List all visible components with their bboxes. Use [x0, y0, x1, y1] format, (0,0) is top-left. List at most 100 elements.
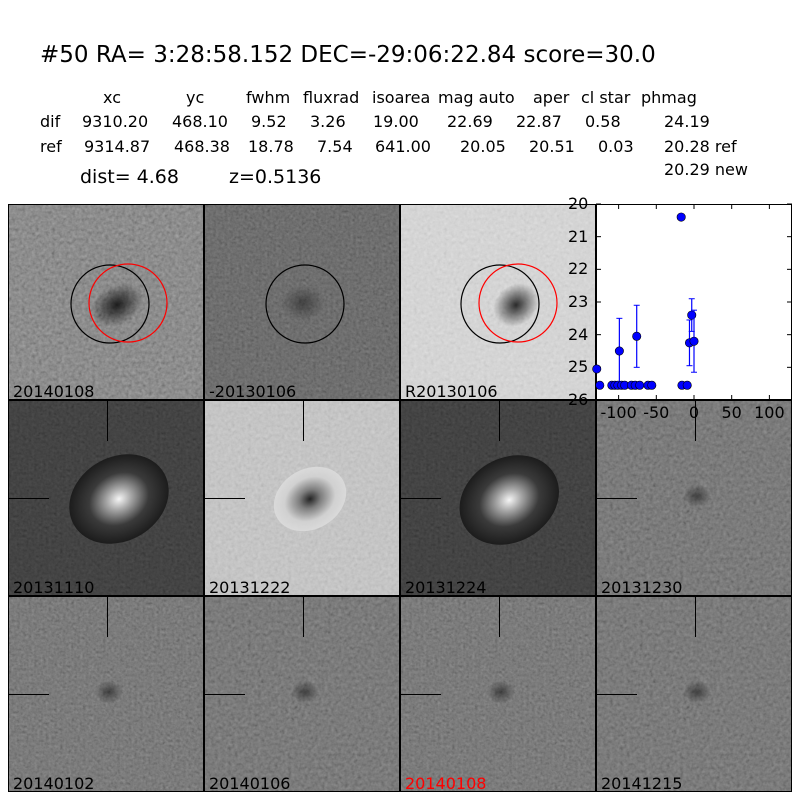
table-cell: 9.52	[251, 112, 287, 131]
image-stamp: 20140108	[400, 596, 596, 792]
crosshair-horizontal	[205, 694, 245, 695]
crosshair-vertical	[303, 597, 304, 637]
y-tick-label: 20	[568, 194, 589, 213]
redshift-value: z=0.5136	[229, 166, 322, 188]
data-point	[676, 212, 686, 222]
crosshair-horizontal	[597, 694, 637, 695]
detection-circle	[460, 264, 540, 344]
x-tick-label: -50	[643, 403, 670, 422]
y-tick-label: 22	[568, 259, 589, 279]
stamp-date-label: R20130106	[405, 382, 498, 400]
detection-circle	[265, 264, 345, 344]
y-tick-label: 26	[568, 390, 589, 409]
distance-value: dist= 4.68	[80, 166, 179, 188]
data-point	[592, 364, 602, 374]
crosshair-horizontal	[9, 498, 49, 499]
table-cell: 20.05	[460, 137, 506, 156]
stamp-date-label: 20140102	[13, 774, 95, 792]
reference-circle	[478, 263, 558, 343]
y-tick-label: 23	[568, 292, 589, 311]
crosshair-vertical	[499, 401, 500, 441]
column-header: isoarea	[372, 88, 431, 107]
stamp-date-label: 20141215	[601, 774, 683, 792]
row-label: dif	[40, 112, 61, 131]
table-cell: 0.58	[585, 112, 621, 131]
reference-circle	[88, 263, 168, 343]
stamp-date-label: 20131110	[13, 578, 95, 596]
image-stamp: 20140106	[204, 596, 400, 792]
crosshair-vertical	[695, 401, 696, 441]
light-curve-svg	[592, 203, 792, 401]
crosshair-horizontal	[597, 498, 637, 499]
image-stamp: 20140108	[8, 204, 204, 400]
phmag-new: 20.29 new	[664, 160, 748, 179]
column-header: phmag	[641, 88, 697, 107]
column-header: cl star	[581, 88, 631, 107]
data-point	[647, 380, 657, 390]
crosshair-horizontal	[205, 498, 245, 499]
stamp-date-label: -20130106	[209, 382, 297, 400]
table-cell: 7.54	[317, 137, 353, 156]
y-tick-label: 25	[568, 357, 589, 377]
table-cell: 22.87	[516, 112, 562, 131]
data-point	[614, 346, 624, 356]
column-header: yc	[186, 88, 205, 107]
table-cell: 18.78	[248, 137, 294, 156]
data-point	[687, 310, 697, 320]
column-header: fluxrad	[303, 88, 360, 107]
stamp-date-label: 20140106	[209, 774, 291, 792]
detection-circle	[70, 264, 150, 344]
crosshair-horizontal	[401, 498, 441, 499]
stamp-date-label: 20131230	[601, 578, 683, 596]
column-header: mag auto	[438, 88, 515, 107]
data-point	[689, 336, 699, 346]
image-stamp: 20140102	[8, 596, 204, 792]
table-cell: 20.28 ref	[664, 137, 737, 156]
x-tick-label: 100	[754, 403, 785, 422]
crosshair-horizontal	[9, 694, 49, 695]
y-tick-label: 21	[568, 226, 589, 246]
image-stamp: 20131230	[596, 400, 792, 596]
table-cell: 468.10	[172, 112, 228, 131]
candidate-title: #50 RA= 3:28:58.152 DEC=-29:06:22.84 sco…	[40, 42, 656, 68]
table-cell: 22.69	[447, 112, 493, 131]
table-cell: 0.03	[598, 137, 634, 156]
stamp-date-label: 20131224	[405, 578, 487, 596]
row-label: ref	[40, 137, 62, 156]
table-cell: 9310.20	[82, 112, 149, 131]
table-cell: 9314.87	[84, 137, 151, 156]
stamp-date-label: 20140108	[405, 774, 487, 792]
table-cell: 641.00	[375, 137, 431, 156]
crosshair-horizontal	[401, 694, 441, 695]
stamp-date-label: 20131222	[209, 578, 291, 596]
table-cell: 19.00	[373, 112, 419, 131]
table-cell: 20.51	[529, 137, 575, 156]
crosshair-vertical	[499, 597, 500, 637]
data-point	[635, 380, 645, 390]
crosshair-vertical	[107, 401, 108, 441]
image-stamp: R20130106	[400, 204, 596, 400]
x-tick-label: 0	[688, 403, 700, 422]
y-tick-label: 24	[568, 324, 589, 344]
x-tick-label: 50	[721, 403, 742, 422]
data-point	[682, 380, 692, 390]
x-tick-label: -100	[600, 403, 637, 422]
stamp-date-label: 20140108	[13, 382, 95, 400]
crosshair-vertical	[695, 597, 696, 637]
data-point	[632, 331, 642, 341]
column-header: xc	[103, 88, 121, 107]
image-stamp: 20131224	[400, 400, 596, 596]
crosshair-vertical	[303, 401, 304, 441]
table-cell: 468.38	[174, 137, 230, 156]
column-header: fwhm	[246, 88, 291, 107]
column-header: aper	[533, 88, 570, 107]
table-cell: 24.19	[664, 112, 710, 131]
light-curve-plot	[592, 203, 792, 401]
table-cell: 3.26	[310, 112, 346, 131]
image-stamp: 20131222	[204, 400, 400, 596]
image-stamp: 20131110	[8, 400, 204, 596]
crosshair-vertical	[107, 597, 108, 637]
image-stamp: 20141215	[596, 596, 792, 792]
image-stamp: -20130106	[204, 204, 400, 400]
data-point	[595, 380, 605, 390]
